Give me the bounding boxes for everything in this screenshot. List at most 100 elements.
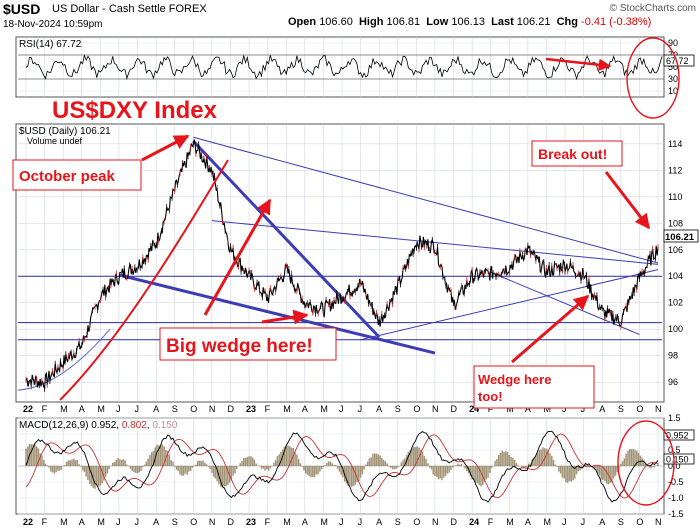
wedge-too-line1: Wedge here <box>478 372 551 387</box>
price-x-tick: M <box>320 404 328 414</box>
macd-x-tick: 24 <box>469 517 479 527</box>
macd-y-tick: 0.5 <box>668 445 681 455</box>
macd-series <box>25 430 659 503</box>
price-x-tick: M <box>97 404 105 414</box>
price-x-tick: J <box>339 404 344 414</box>
macd-signal-value: 0.802 <box>122 420 147 431</box>
macd-x-tick: A <box>599 517 605 527</box>
price-x-tick: A <box>376 404 382 414</box>
price-x-tick: J <box>116 404 121 414</box>
macd-last-tag <box>663 429 695 441</box>
high-value: 106.81 <box>386 16 421 28</box>
price-x-tick: M <box>60 404 67 414</box>
last-value: 106.21 <box>516 16 551 28</box>
wedge-too-box <box>473 365 595 409</box>
price-last-value: 106.21 <box>665 232 695 243</box>
break-out-arrow <box>604 171 651 230</box>
rsi-label: RSI(14) 67.72 <box>19 39 82 50</box>
wedge-line <box>360 269 659 341</box>
macd-signal-line <box>25 433 659 499</box>
october-peak-label: October peak <box>19 168 116 185</box>
price-x-tick: O <box>636 404 643 414</box>
price-x-tick: J <box>135 404 140 414</box>
macd-x-tick: 22 <box>23 517 33 527</box>
price-x-tick: J <box>581 404 586 414</box>
last-label: Last <box>491 16 514 28</box>
wedge-too-line2: too! <box>478 389 503 404</box>
wedge-line <box>490 271 640 335</box>
macd-label: MACD(12,26,9) 0.952, 0.802, 0.150 <box>19 420 178 431</box>
rsi-line <box>25 54 663 81</box>
open-value: 106.60 <box>319 16 353 28</box>
macd-x-tick: J <box>581 517 586 527</box>
low-label: Low <box>426 16 449 28</box>
price-y-tick: 108 <box>668 218 683 228</box>
macd-x-tick: A <box>302 517 308 527</box>
macd-y-tick: -1.5 <box>668 509 684 519</box>
rsi-y-tick: 10 <box>668 86 678 96</box>
macd-last-value: 0.952 <box>666 431 689 441</box>
wedge-line <box>193 136 659 264</box>
macd-x-tick: A <box>79 517 85 527</box>
price-x-tick: A <box>302 404 308 414</box>
macd-x-tick: S <box>618 517 624 527</box>
price-x-tick: 22 <box>23 404 33 414</box>
price-y-tick: 106 <box>668 245 683 255</box>
price-x-tick: S <box>618 404 624 414</box>
macd-x-tick: J <box>562 517 567 527</box>
macd-x-tick: S <box>395 517 401 527</box>
high-label: High <box>358 16 384 28</box>
open-label: Open <box>288 16 317 28</box>
rsi-arrow <box>545 57 612 71</box>
price-x-tick: J <box>562 404 567 414</box>
price-y-tick: 114 <box>668 139 682 149</box>
macd-x-tick: J <box>339 517 344 527</box>
price-x-tick: A <box>525 404 531 414</box>
price-y-tick: 104 <box>668 271 683 281</box>
macd-x-tick: N <box>209 517 216 527</box>
price-y-tick: 110 <box>668 192 682 202</box>
rsi-highlight-ellipse <box>626 37 680 119</box>
price-x-tick: N <box>432 404 439 414</box>
chart-title-annotation: US$DXY Index <box>52 97 218 124</box>
rsi-y-tick: 50 <box>668 62 678 72</box>
price-x-tick: F <box>42 404 48 414</box>
macd-x-tick: M <box>543 517 551 527</box>
macd-x-tick: M <box>320 517 328 527</box>
wedge-too-arrow <box>511 294 590 364</box>
axis-ticks: 22 22 F F M M A A M M J J J J A A S S O O N N D D 23 23 F F M M A A M M J J… <box>23 38 684 527</box>
big-wedge-arrow-right <box>261 309 309 325</box>
wedge-lines <box>17 136 659 391</box>
volume-label: Volume undef <box>27 136 83 146</box>
big-wedge-label: Big wedge here! <box>166 336 313 357</box>
price-x-tick: 24 <box>469 404 479 414</box>
rsi-y-tick: 30 <box>668 74 678 84</box>
price-x-tick: D <box>451 404 458 414</box>
macd-value: 0.952 <box>91 420 116 431</box>
break-out-label: Break out! <box>538 146 607 162</box>
rsi-series <box>25 54 663 81</box>
big-wedge-arrow-up <box>203 198 272 316</box>
price-x-tick: 23 <box>246 404 256 414</box>
october-peak-arrow <box>141 134 190 162</box>
price-x-tick: A <box>153 404 159 414</box>
macd-x-tick: S <box>172 517 178 527</box>
price-y-tick: 102 <box>668 298 683 308</box>
price-x-tick: N <box>209 404 216 414</box>
wedge-line <box>118 273 436 355</box>
price-y-tick: 100 <box>668 324 683 334</box>
macd-x-tick: M <box>283 517 291 527</box>
price-x-tick: F <box>265 404 271 414</box>
macd-x-tick: F <box>265 517 271 527</box>
price-y-tick: 112 <box>668 165 682 175</box>
macd-x-tick: O <box>190 517 197 527</box>
macd-x-tick: O <box>636 517 643 527</box>
macd-x-tick: O <box>413 517 420 527</box>
symbol-description: US Dollar - Cash Settle FOREX <box>52 3 207 15</box>
price-y-tick: 98 <box>668 351 678 361</box>
chg-label: Chg <box>556 16 578 28</box>
macd-x-tick: M <box>97 517 105 527</box>
chart-datetime: 18-Nov-2024 10:59pm <box>3 19 103 30</box>
lower-trend-curve <box>17 328 111 391</box>
